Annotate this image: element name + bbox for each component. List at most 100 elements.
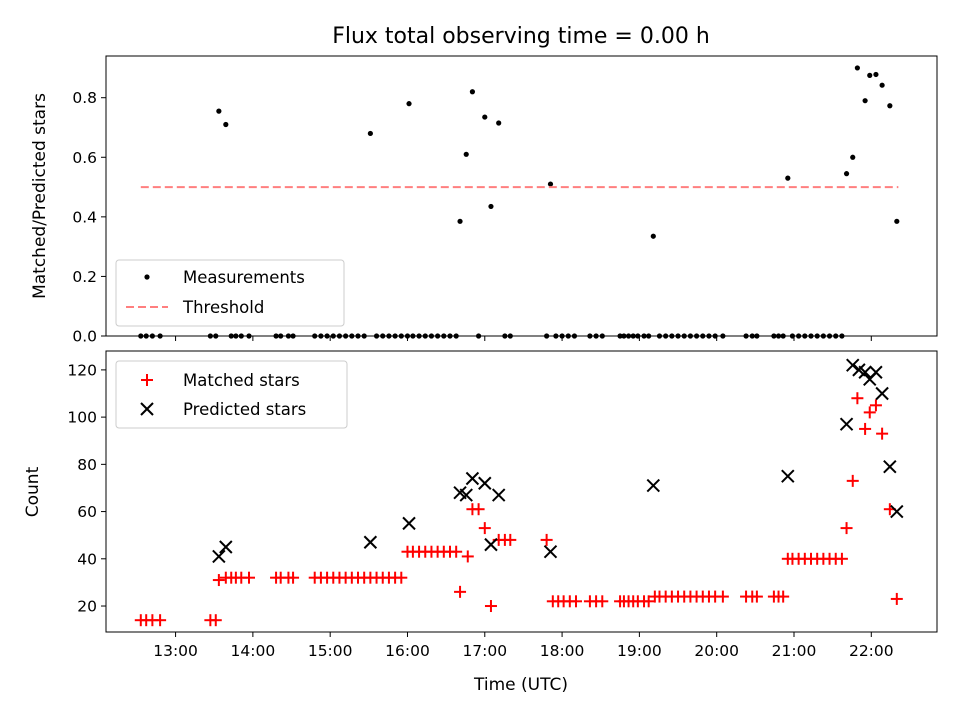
predicted-star-point: [402, 516, 416, 531]
measurement-point: [700, 333, 706, 339]
top-y-ticks: 0.0 0.2 0.4 0.6 0.8: [72, 89, 106, 346]
predicted-star-point: [781, 469, 795, 483]
measurement-point: [392, 333, 398, 339]
x-tick-label: 17:00: [462, 642, 507, 660]
y-tick-label: 100: [67, 409, 97, 427]
predicted-star-point: [839, 417, 854, 431]
x-axis-label: Time (UTC): [473, 675, 568, 695]
matched-star-point: [478, 522, 491, 535]
measurement-point: [406, 101, 412, 107]
matched-star-point: [846, 474, 859, 487]
matched-star-point: [835, 552, 848, 565]
bottom-panel: 20 40 60 80 100 120 13:00 14:00 15:00 16:00 17:00…: [23, 350, 938, 695]
matched-star-point: [287, 571, 300, 584]
measurement-point: [290, 333, 296, 339]
measurement-point: [336, 333, 343, 339]
measurement-point: [386, 333, 392, 339]
measurement-point: [887, 103, 893, 109]
matched-star-point: [454, 585, 467, 598]
measurement-point: [617, 333, 623, 339]
measurement-point: [324, 333, 330, 339]
measurement-point: [743, 333, 749, 339]
measurement-point: [796, 333, 802, 339]
matched-star-point: [395, 571, 408, 584]
x-tick-label: 18:00: [540, 642, 585, 660]
measurement-point: [410, 333, 416, 339]
measurement-point: [785, 175, 791, 181]
measurement-point: [565, 333, 571, 339]
measurement-point: [228, 333, 234, 339]
measurement-point: [641, 333, 647, 339]
measurement-point: [833, 333, 839, 339]
measurement-point: [380, 333, 386, 339]
measurement-point: [463, 151, 469, 157]
measurement-point: [854, 65, 860, 71]
x-tick-label: 14:00: [231, 642, 276, 660]
predicted-star-point: [883, 459, 897, 474]
predicted-star-point: [858, 365, 872, 379]
x-tick-label: 20:00: [694, 642, 739, 660]
measurement-point: [246, 333, 252, 339]
legend-predicted-marker: [140, 402, 154, 416]
measurement-point: [447, 333, 453, 339]
x-tick-label: 19:00: [617, 642, 662, 660]
measurement-point: [867, 72, 873, 78]
x-tick-label: 16:00: [385, 642, 430, 660]
chart-title: Flux total observing time = 0.00 h: [332, 24, 710, 49]
x-tick-label: 13:00: [153, 642, 198, 660]
measurement-point: [873, 71, 879, 78]
measurement-point: [143, 333, 149, 339]
measurement-point: [775, 333, 782, 339]
predicted-star-point: [363, 535, 378, 549]
matched-star-point: [569, 595, 582, 608]
matched-star-point: [869, 399, 882, 412]
top-legend-box: [115, 259, 345, 327]
measurement-point: [149, 333, 155, 339]
matched-star-point: [876, 427, 889, 440]
measurement-point: [894, 218, 900, 224]
measurement-point: [754, 333, 760, 339]
measurement-point: [663, 333, 669, 339]
x-tick-label: 21:00: [772, 642, 817, 660]
y-tick-label: 20: [77, 598, 97, 616]
matched-star-point: [840, 522, 853, 535]
top-y-axis-label: Matched/Predicted stars: [30, 93, 50, 299]
measurement-point: [422, 333, 428, 339]
measurement-point: [625, 333, 632, 339]
measurement-point: [469, 89, 476, 95]
predicted-star-point: [875, 386, 889, 401]
measurement-point: [553, 333, 559, 339]
measurement-point: [630, 333, 636, 339]
legend-predicted-label: Predicted stars: [183, 400, 306, 419]
bottom-y-axis-label: Count: [23, 466, 43, 517]
y-tick-label: 0.0: [72, 328, 97, 346]
legend-threshold-label: Threshold: [182, 298, 264, 317]
bottom-legend: Matched stars Predicted stars: [115, 360, 348, 429]
measurement-point: [720, 333, 726, 339]
measurement-point: [593, 333, 599, 339]
measurement-point: [457, 218, 463, 224]
matched-star-point: [777, 590, 790, 603]
measurement-point: [238, 333, 244, 339]
measurement-point: [650, 233, 656, 239]
top-measurement-markers: [138, 65, 900, 339]
measurement-point: [771, 333, 777, 339]
measurement-point: [349, 333, 355, 339]
measurement-point: [285, 333, 292, 339]
measurement-point: [373, 333, 380, 339]
measurement-point: [428, 333, 435, 339]
matched-star-point: [851, 392, 864, 405]
measurement-point: [502, 333, 508, 339]
top-panel: Flux total observing time = 0.00 h 0.00.…: [30, 24, 938, 346]
measurement-point: [843, 171, 850, 177]
measurement-point: [361, 333, 367, 339]
measurement-point: [312, 333, 318, 339]
measurement-point: [675, 333, 681, 339]
matched-star-point: [154, 614, 167, 627]
measurement-point: [157, 333, 163, 339]
predicted-star-point: [484, 537, 498, 552]
measurement-point: [780, 333, 786, 339]
bottom-x-ticks: 13:00 14:00 15:00 16:00 17:00 18:00 19:00 20:00…: [153, 632, 894, 660]
measurement-point: [496, 120, 502, 126]
